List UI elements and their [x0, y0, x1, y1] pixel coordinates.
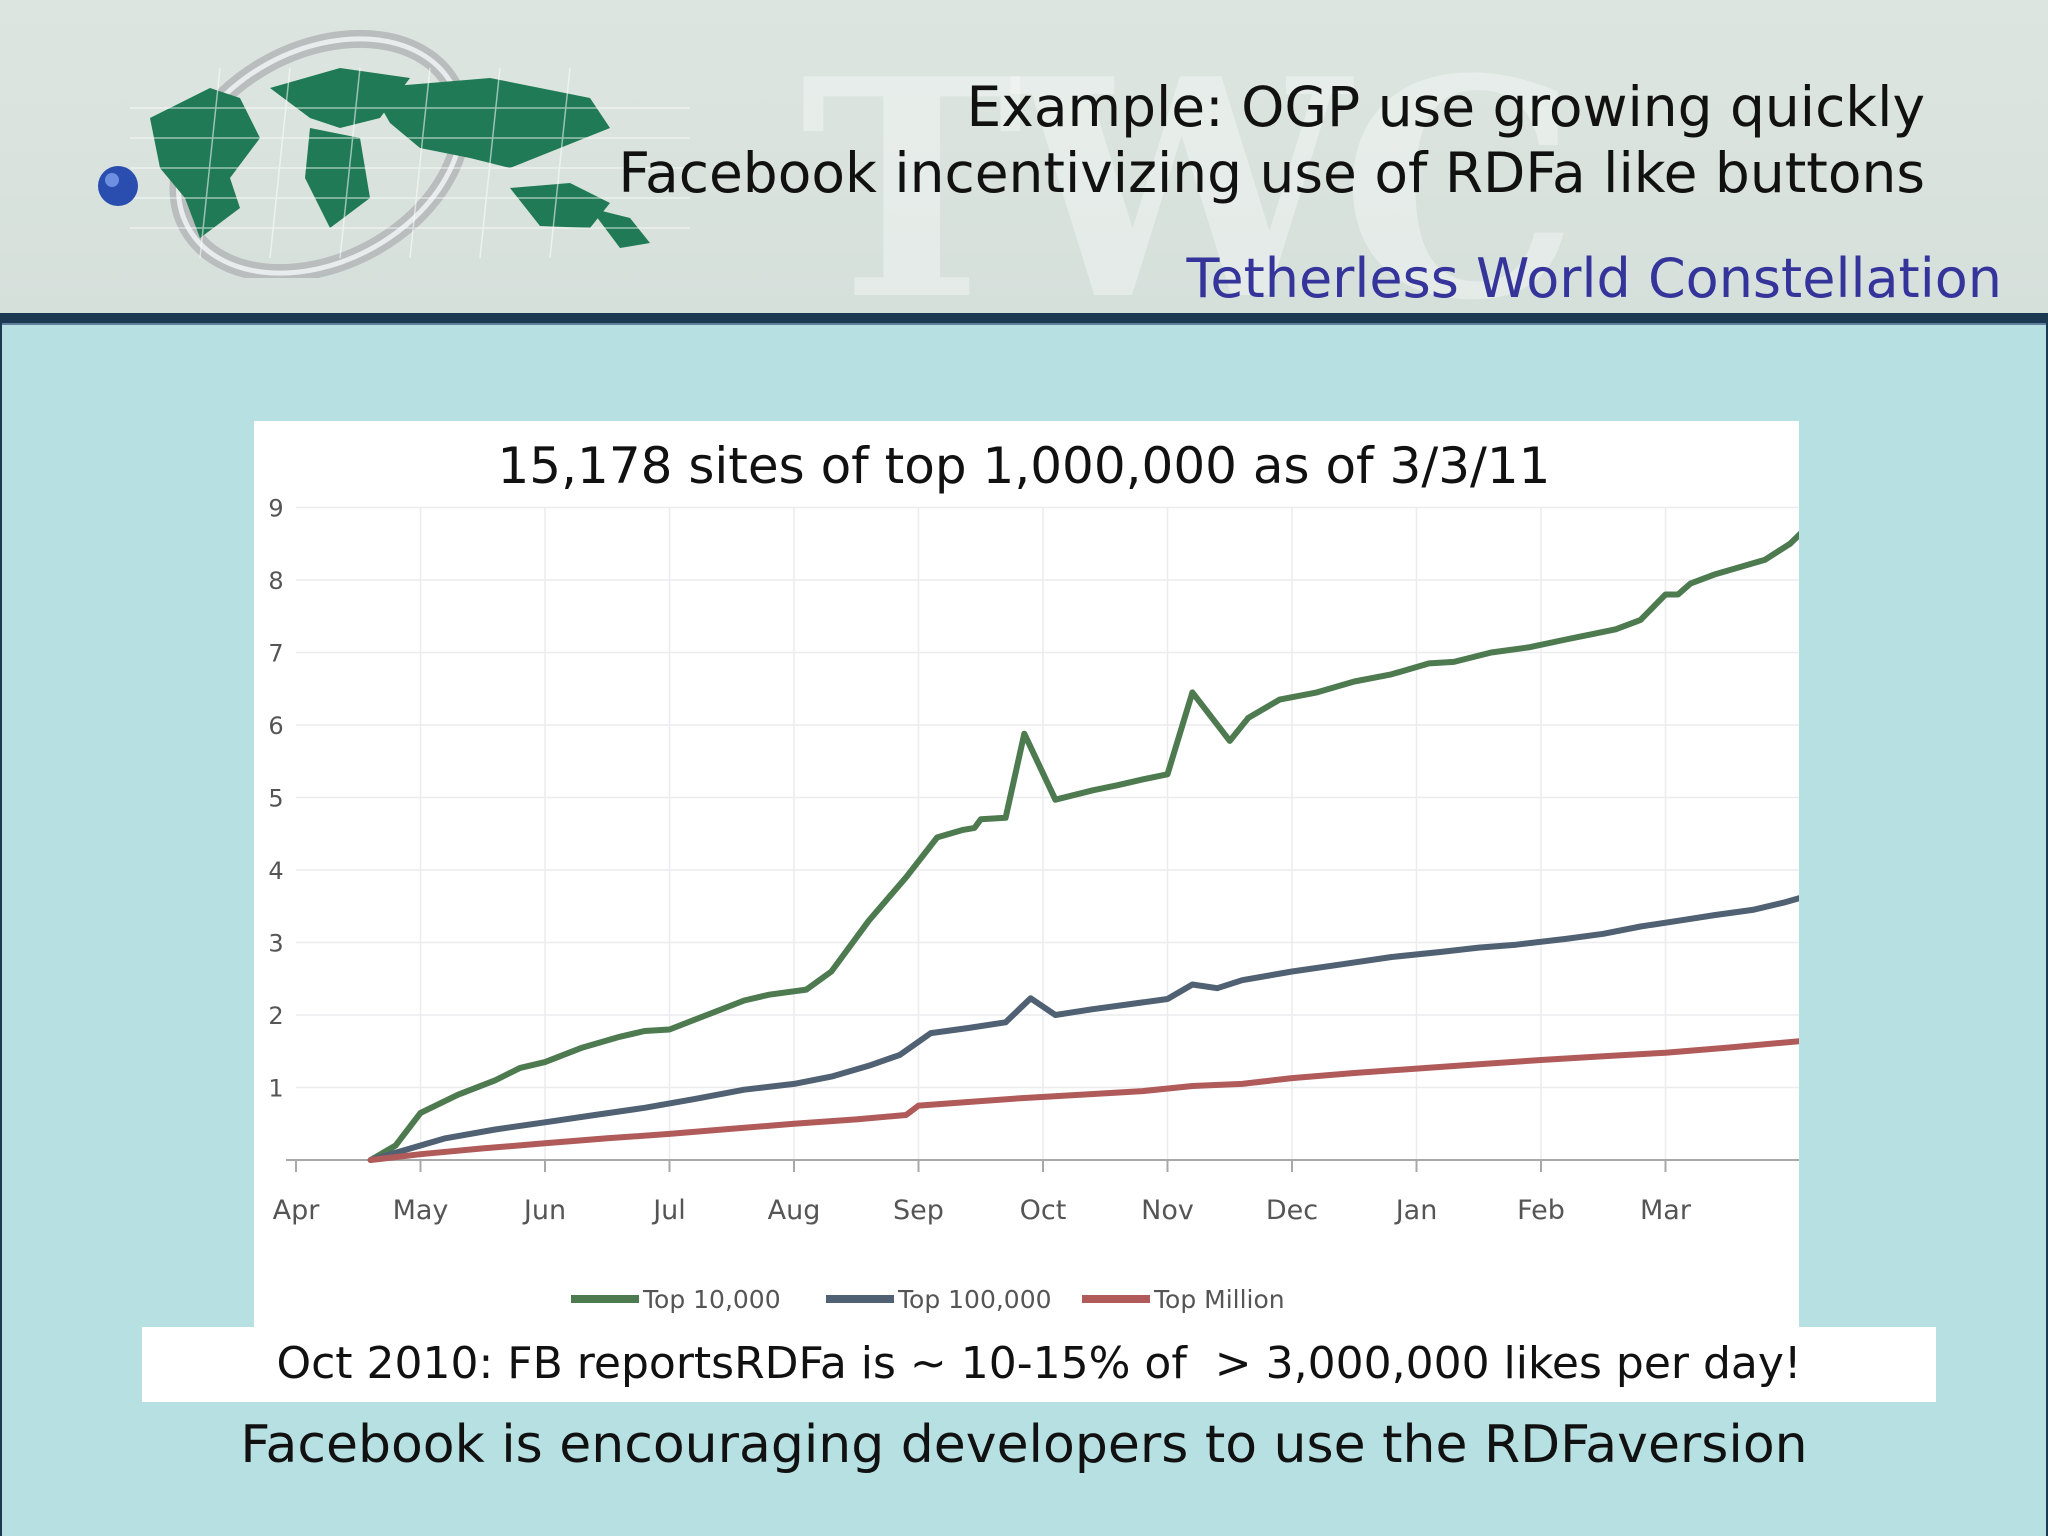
- header-divider: [0, 313, 2048, 325]
- globe-map-logo-icon: [98, 29, 690, 278]
- x-tick-label: Nov: [1141, 1195, 1194, 1226]
- organization-name: Tetherless World Constellation: [1186, 247, 2002, 310]
- watermark: TWC: [800, 13, 1579, 314]
- legend-label: Top 10,000: [642, 1285, 781, 1314]
- footer-text: Facebook is encouraging developers to us…: [240, 1415, 1808, 1475]
- slide-title-line-1: Example: OGP use growing quickly: [966, 75, 1925, 139]
- y-tick-label: 1: [268, 1075, 283, 1103]
- x-tick-label: Aug: [768, 1195, 821, 1226]
- x-tick-label: Jun: [522, 1195, 566, 1226]
- legend-label: Top 100,000: [897, 1285, 1052, 1314]
- x-tick-label: Sep: [893, 1195, 944, 1226]
- y-tick-label: 9: [268, 495, 283, 523]
- x-tick-label: Jan: [1394, 1195, 1438, 1226]
- x-tick-label: Jul: [651, 1195, 686, 1226]
- slide-header: TWC Example: OGP use growing quickly Fac…: [0, 0, 2048, 313]
- slide-frame-left: [0, 323, 2, 1536]
- x-tick-label: Mar: [1640, 1195, 1692, 1226]
- series-line: [367, 1038, 1799, 1163]
- x-tick-label: Dec: [1266, 1195, 1318, 1226]
- y-tick-label: 3: [268, 930, 283, 958]
- x-tick-label: Oct: [1020, 1195, 1067, 1226]
- x-tick-label: May: [393, 1195, 449, 1226]
- chart-title: 15,178 sites of top 1,000,000 as of 3/3/…: [497, 437, 1551, 495]
- x-tick-label: Feb: [1517, 1195, 1565, 1226]
- x-tick-label: Apr: [273, 1195, 321, 1226]
- series-line: [367, 530, 1799, 1163]
- slide-title-line-2: Facebook incentivizing use of RDFa like …: [618, 141, 1925, 205]
- y-tick-label: 6: [268, 712, 283, 740]
- y-tick-label: 4: [268, 857, 283, 885]
- y-tick-label: 7: [268, 640, 283, 668]
- chart-panel: Apr May Jun Jul Aug Sep Oct Nov Dec Jan Feb Mar 1 2 3 4…: [254, 421, 1799, 1331]
- y-tick-label: 8: [268, 567, 283, 595]
- callout-text: Oct 2010: FB reportsRDFa is ~ 10-15% of …: [276, 1338, 1802, 1389]
- series-line: [367, 895, 1799, 1163]
- line-chart: Apr May Jun Jul Aug Sep Oct Nov Dec Jan Feb Mar 1 2 3 4…: [268, 495, 1799, 1314]
- callout-box: Oct 2010: FB reportsRDFa is ~ 10-15% of …: [142, 1327, 1936, 1402]
- y-tick-label: 5: [268, 785, 283, 813]
- y-tick-label: 2: [268, 1002, 283, 1030]
- slide-frame-right: [2046, 323, 2048, 1536]
- legend-label: Top Million: [1153, 1285, 1285, 1314]
